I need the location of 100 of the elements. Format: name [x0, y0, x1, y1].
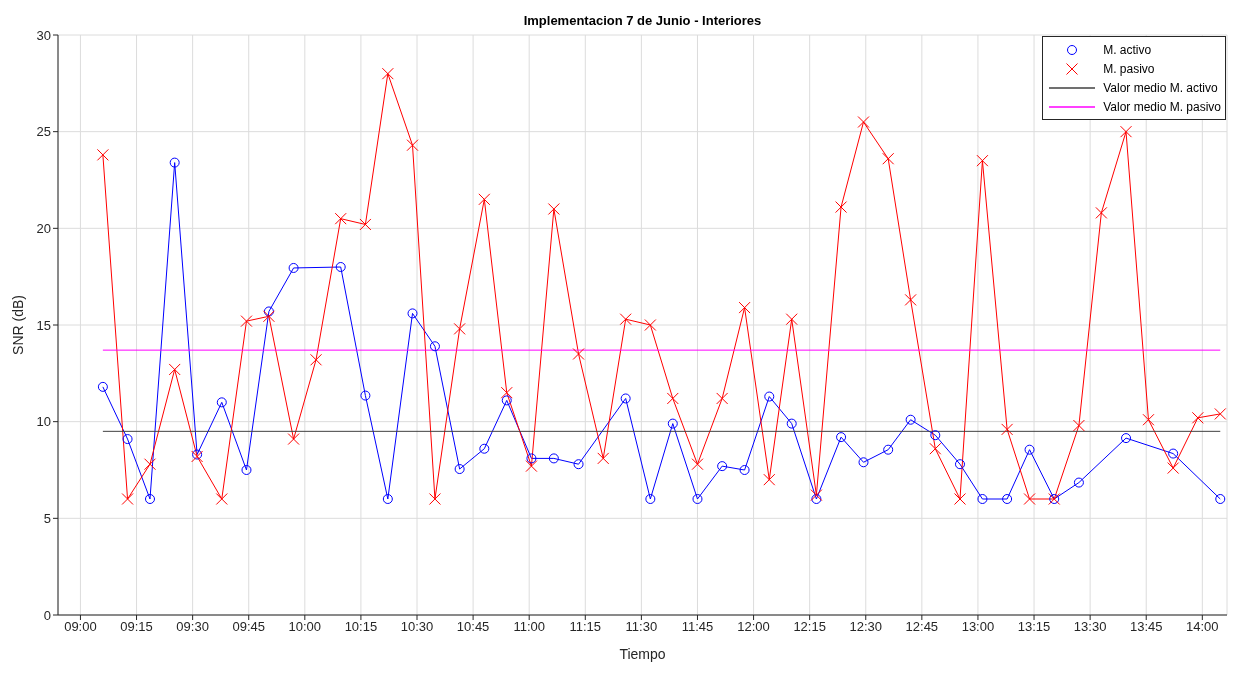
point	[454, 464, 465, 475]
x-tick-label: 12:15	[793, 619, 826, 635]
point	[121, 493, 134, 505]
point	[717, 461, 728, 472]
point	[407, 308, 418, 319]
point	[263, 306, 274, 317]
point	[335, 262, 346, 272]
point	[691, 458, 704, 471]
point	[739, 465, 750, 475]
chart-title: Implementacion 7 de Junio - Interiores	[522, 13, 763, 28]
x-tick-label: 13:45	[1129, 619, 1163, 635]
legend-label: M. pasivo	[1103, 61, 1155, 76]
point	[240, 315, 253, 328]
point	[572, 348, 585, 360]
point	[644, 319, 657, 331]
x-tick-label: 12:00	[737, 619, 770, 635]
x-tick-label: 13:30	[1073, 619, 1107, 635]
y-axis-title: SNR (dB)	[9, 295, 26, 355]
point	[310, 353, 323, 366]
point	[764, 391, 775, 402]
point	[619, 313, 632, 326]
y-tick-label: 20	[36, 220, 51, 236]
point	[478, 193, 491, 206]
point	[1167, 462, 1180, 475]
x-tick-label: 09:45	[232, 619, 265, 635]
point	[526, 453, 537, 464]
x-tick-label: 12:30	[849, 619, 883, 635]
y-tick-label: 5	[43, 510, 51, 526]
point	[548, 453, 559, 464]
x-tick-label: 13:15	[1017, 619, 1051, 635]
point	[359, 218, 372, 231]
point	[479, 443, 490, 454]
point	[929, 442, 942, 455]
point	[406, 139, 419, 152]
x-tick-label: 09:30	[176, 619, 209, 635]
x-tick-label: 14:00	[1186, 619, 1219, 635]
point	[168, 363, 181, 376]
point	[666, 392, 679, 405]
point	[169, 157, 180, 168]
x-tick-label: 10:15	[344, 619, 378, 635]
y-tick-label: 15	[36, 317, 51, 333]
point	[835, 201, 848, 214]
point	[287, 433, 300, 446]
point	[667, 418, 678, 429]
point	[905, 414, 916, 425]
point	[1073, 477, 1084, 488]
point	[597, 452, 610, 465]
y-tick-label: 30	[36, 27, 51, 43]
point	[1120, 125, 1133, 138]
point	[429, 341, 440, 352]
point	[428, 493, 441, 505]
point	[1215, 494, 1226, 504]
point	[1095, 206, 1108, 219]
point	[1142, 413, 1155, 426]
point	[1002, 494, 1013, 504]
point	[1121, 433, 1132, 444]
point	[215, 493, 228, 505]
x-tick-label: 11:45	[681, 619, 714, 635]
point	[525, 460, 538, 473]
point	[143, 458, 156, 471]
point	[857, 116, 870, 128]
y-tick-label: 25	[36, 124, 51, 140]
point	[811, 494, 822, 504]
x-axis-title: Tiempo	[619, 646, 666, 662]
point	[836, 432, 847, 443]
point	[547, 203, 560, 215]
point	[334, 212, 347, 225]
x-tick-label: 11:30	[625, 619, 658, 635]
point	[144, 494, 155, 504]
point	[360, 390, 371, 401]
point	[977, 494, 988, 504]
y-tick-label: 0	[43, 607, 51, 623]
point	[97, 381, 108, 392]
x-tick-label: 11:15	[569, 619, 602, 635]
point	[1214, 407, 1227, 420]
point	[976, 154, 989, 167]
point	[573, 459, 584, 470]
legend-label: Valor medio M. pasivo	[1103, 99, 1221, 114]
x-tick-label: 09:15	[120, 619, 153, 635]
point	[645, 494, 656, 504]
point	[785, 313, 798, 326]
point	[382, 494, 393, 504]
point	[786, 418, 797, 429]
point	[1023, 493, 1036, 505]
point	[858, 457, 869, 468]
point	[501, 395, 512, 406]
point	[216, 397, 227, 408]
x-tick-label: 12:45	[905, 619, 939, 635]
point	[716, 392, 729, 405]
x-tick-label: 10:45	[456, 619, 490, 635]
x-tick-label: 10:30	[400, 619, 434, 635]
point	[763, 473, 776, 486]
x-tick-label: 11:00	[513, 619, 545, 635]
point	[883, 444, 894, 455]
legend-label: M. activo	[1103, 42, 1152, 57]
point	[1168, 448, 1179, 459]
point	[96, 148, 109, 161]
point	[1191, 411, 1204, 424]
point	[122, 434, 133, 445]
point	[1024, 444, 1035, 455]
